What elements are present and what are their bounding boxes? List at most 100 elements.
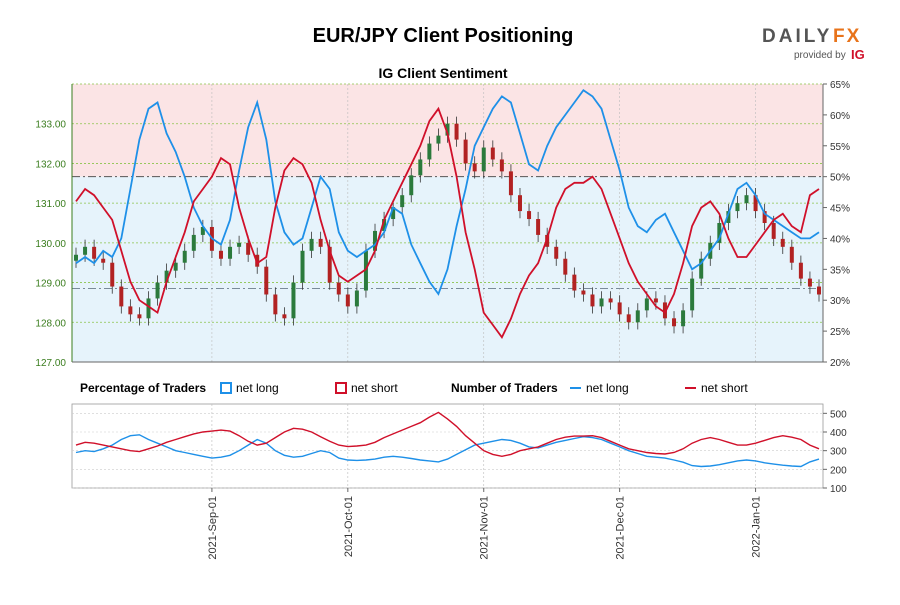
candlestick [699, 251, 704, 286]
candle-body [726, 211, 731, 223]
candlestick [282, 307, 287, 326]
candle-body [264, 266, 269, 295]
legend-pct-title: Percentage of Traders [80, 381, 206, 395]
candle-body [137, 314, 142, 319]
candlestick [508, 164, 513, 203]
candlestick [200, 219, 205, 243]
candle-body [690, 278, 695, 311]
candlestick [472, 156, 477, 179]
candlestick [726, 203, 731, 231]
candle-body [508, 171, 513, 196]
candlestick [309, 231, 314, 258]
candlestick [445, 116, 450, 143]
price-tick-label: 129.00 [35, 279, 66, 290]
price-tick-label: 131.00 [35, 199, 66, 210]
candle-body [599, 298, 604, 307]
candle-body [409, 175, 414, 196]
date-tick-label: 2021-Oct-01 [343, 496, 355, 557]
candle-body [626, 314, 631, 323]
candlestick [418, 152, 423, 183]
candlestick [481, 140, 486, 179]
price-tick-label: 132.00 [35, 159, 66, 170]
candle-body [780, 238, 785, 247]
candle-body [173, 262, 178, 271]
count-tick-label: 300 [830, 447, 847, 458]
candlestick [409, 168, 414, 203]
legend-pct-long-swatch [220, 382, 232, 394]
candlestick [490, 140, 495, 167]
candlestick [753, 188, 758, 219]
candlestick [391, 199, 396, 227]
candlestick [807, 271, 812, 294]
candlestick [789, 239, 794, 270]
candle-body [762, 211, 767, 223]
candle-body [744, 195, 749, 204]
candlestick [182, 243, 187, 270]
pct-tick-label: 65% [830, 80, 850, 91]
candle-body [354, 290, 359, 307]
candle-body [445, 123, 450, 136]
net-short-count-line [75, 411, 820, 458]
price-tick-label: 127.00 [35, 358, 66, 369]
candle-body [318, 238, 323, 247]
candle-body [699, 258, 704, 279]
candlestick [155, 275, 160, 306]
candle-body [463, 139, 468, 164]
candlestick [354, 283, 359, 314]
candlestick [572, 267, 577, 298]
candlestick [164, 263, 169, 290]
count-tick-label: 100 [830, 484, 847, 495]
lower-plot-area [71, 403, 824, 489]
candle-body [771, 223, 776, 239]
candle-body [363, 250, 368, 291]
candlestick [146, 291, 151, 326]
provided-by-label: provided by [794, 50, 846, 61]
candle-body [807, 278, 812, 287]
candlestick [681, 303, 686, 334]
candlestick [798, 255, 803, 286]
chart-title: EUR/JPY Client Positioning [313, 25, 574, 47]
candlestick [626, 307, 631, 330]
candlestick [499, 152, 504, 179]
candlestick [92, 239, 97, 266]
candlestick [817, 279, 821, 302]
pct-tick-label: 55% [830, 142, 850, 153]
dailyfx-logo: DAILY FX provided by IG [762, 26, 865, 62]
candle-body [382, 219, 387, 231]
candlestick [427, 136, 432, 167]
candle-body [336, 282, 341, 295]
net-short-pct-line [75, 106, 820, 340]
candlestick [662, 295, 667, 326]
candlestick [780, 231, 785, 254]
legend: Percentage of Traders net long net short… [80, 381, 748, 395]
candle-body [74, 254, 78, 261]
candlestick [599, 291, 604, 314]
candle-body [717, 223, 722, 243]
candle-body [155, 282, 160, 299]
candlestick [128, 299, 133, 322]
candlestick [463, 132, 468, 171]
candle-body [454, 123, 459, 140]
price-tick-label: 133.00 [35, 120, 66, 131]
candle-body [218, 250, 223, 259]
candlestick [400, 188, 405, 215]
legend-num-long: net long [586, 381, 629, 395]
candlestick [300, 243, 305, 290]
candle-body [182, 250, 187, 263]
candlestick [119, 279, 124, 314]
candle-body [273, 294, 278, 315]
pct-tick-label: 60% [830, 111, 850, 122]
legend-num-short: net short [701, 381, 748, 395]
candle-body [527, 211, 532, 220]
pct-tick-label: 35% [830, 265, 850, 276]
candle-body [681, 310, 686, 327]
candle-body [536, 219, 541, 235]
candle-body [490, 147, 495, 160]
date-tick-label: 2021-Sep-01 [207, 496, 219, 560]
candlestick [744, 188, 749, 211]
candlestick [617, 295, 622, 322]
candle-body [110, 262, 115, 287]
date-tick-label: 2022-Jan-01 [751, 496, 763, 558]
candle-body [798, 262, 803, 279]
